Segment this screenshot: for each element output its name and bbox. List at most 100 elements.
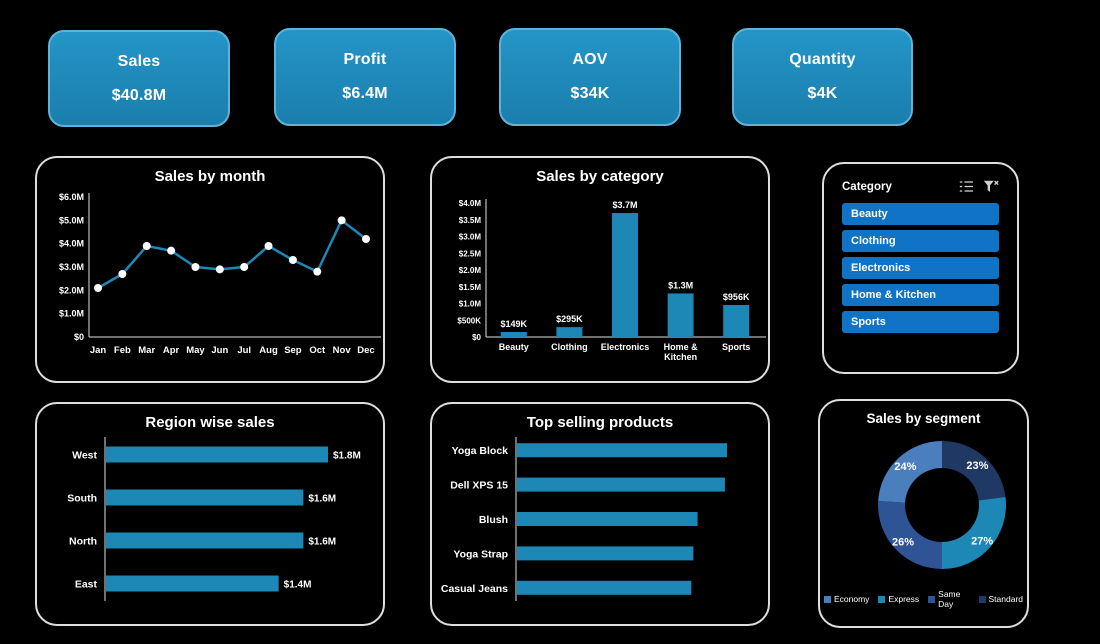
svg-text:Jul: Jul bbox=[237, 345, 251, 356]
svg-text:Sep: Sep bbox=[284, 345, 302, 356]
svg-text:West: West bbox=[72, 450, 97, 462]
slicer-item-beauty[interactable]: Beauty bbox=[842, 203, 999, 225]
svg-text:$0: $0 bbox=[74, 332, 84, 342]
svg-text:$1.0M: $1.0M bbox=[459, 300, 482, 309]
svg-text:$2.0M: $2.0M bbox=[459, 266, 482, 275]
svg-text:$3.0M: $3.0M bbox=[59, 262, 84, 272]
legend-swatch-icon bbox=[978, 595, 986, 603]
legend-item[interactable]: Express bbox=[878, 594, 919, 604]
svg-text:Jan: Jan bbox=[90, 345, 107, 356]
top-selling-products-chart[interactable]: Yoga Block Dell XPS 15 Blush Yoga Strap Casu… bbox=[436, 433, 764, 610]
svg-text:Kitchen: Kitchen bbox=[664, 352, 697, 362]
svg-text:Beauty: Beauty bbox=[499, 342, 529, 352]
svg-text:$1.6M: $1.6M bbox=[308, 494, 336, 505]
sales-by-month-card: Sales by month $0 $1.0M $2.0M $3.0M $4.0M $5.… bbox=[35, 156, 385, 383]
select-all-icon[interactable] bbox=[959, 180, 974, 193]
svg-text:$149K: $149K bbox=[501, 319, 528, 329]
sales-by-category-card: Sales by category $0 $500K $1.0M $1.5M $2.0M… bbox=[430, 156, 770, 383]
slicer-item-electronics[interactable]: Electronics bbox=[842, 257, 999, 279]
sales-by-segment-title: Sales by segment bbox=[866, 411, 981, 426]
legend-swatch-icon bbox=[928, 595, 936, 603]
svg-text:Yoga Block: Yoga Block bbox=[452, 445, 509, 457]
svg-text:27%: 27% bbox=[971, 535, 993, 547]
sales-by-month-chart[interactable]: $0 $1.0M $2.0M $3.0M $4.0M $5.0M $6.0M Jan Feb Ma… bbox=[41, 187, 381, 378]
svg-text:$2.0M: $2.0M bbox=[59, 285, 84, 295]
region-wise-sales-chart[interactable]: West $1.8M South $1.6M North $1.6M East $1.4M bbox=[41, 433, 379, 610]
sales-by-category-chart[interactable]: $0 $500K $1.0M $1.5M $2.0M $2.5M $3.0M $3.5M $4.… bbox=[436, 187, 766, 380]
svg-text:$4.0M: $4.0M bbox=[459, 199, 482, 208]
svg-text:Home &: Home & bbox=[664, 342, 699, 352]
legend-label: Economy bbox=[834, 594, 870, 604]
region-wise-sales-title: Region wise sales bbox=[145, 414, 275, 431]
svg-text:South: South bbox=[67, 493, 97, 505]
legend-item[interactable]: Standard bbox=[978, 594, 1024, 604]
legend-label: Standard bbox=[988, 594, 1024, 604]
svg-text:May: May bbox=[186, 345, 205, 356]
kpi-label-quantity: Quantity bbox=[789, 51, 856, 68]
kpi-card-aov: AOV $34K bbox=[499, 28, 681, 126]
slicer-header: Category bbox=[828, 174, 1013, 203]
slicer-icons bbox=[959, 180, 999, 193]
legend-label: Same Day bbox=[938, 589, 961, 609]
kpi-card-quantity: Quantity $4K bbox=[732, 28, 913, 126]
svg-text:$1.5M: $1.5M bbox=[459, 283, 482, 292]
svg-text:$1.8M: $1.8M bbox=[333, 451, 361, 462]
svg-text:$500K: $500K bbox=[457, 316, 481, 325]
svg-text:Sports: Sports bbox=[722, 342, 751, 352]
svg-text:$3.5M: $3.5M bbox=[459, 216, 482, 225]
svg-text:26%: 26% bbox=[892, 537, 914, 549]
svg-text:Dec: Dec bbox=[357, 345, 374, 356]
svg-text:$4.0M: $4.0M bbox=[59, 239, 84, 249]
kpi-value-sales: $40.8M bbox=[111, 86, 167, 104]
svg-text:Oct: Oct bbox=[309, 345, 326, 356]
svg-text:$1.3M: $1.3M bbox=[668, 280, 693, 290]
slicer-item-home-kitchen[interactable]: Home & Kitchen bbox=[842, 284, 999, 306]
svg-text:24%: 24% bbox=[894, 461, 916, 473]
svg-text:Casual Jeans: Casual Jeans bbox=[441, 583, 508, 595]
svg-text:East: East bbox=[75, 579, 98, 591]
segment-legend: Economy Express Same Day Standard bbox=[824, 589, 1023, 609]
kpi-value-profit: $6.4M bbox=[342, 85, 388, 102]
region-wise-sales-card: Region wise sales West $1.8M South $1.6M Nor… bbox=[35, 402, 385, 626]
svg-text:$2.5M: $2.5M bbox=[459, 249, 482, 258]
svg-text:$1.6M: $1.6M bbox=[308, 537, 336, 548]
svg-text:Apr: Apr bbox=[163, 345, 180, 356]
kpi-label-profit: Profit bbox=[343, 51, 387, 68]
svg-text:23%: 23% bbox=[966, 460, 988, 472]
svg-text:Blush: Blush bbox=[479, 514, 508, 526]
sales-by-month-title: Sales by month bbox=[154, 168, 266, 185]
svg-text:$5.0M: $5.0M bbox=[59, 215, 84, 225]
legend-item[interactable]: Economy bbox=[824, 594, 869, 604]
kpi-label-aov: AOV bbox=[572, 51, 608, 68]
svg-text:Clothing: Clothing bbox=[551, 342, 588, 352]
svg-text:Dell XPS 15: Dell XPS 15 bbox=[450, 480, 508, 492]
svg-text:$3.7M: $3.7M bbox=[612, 200, 637, 210]
kpi-value-aov: $34K bbox=[570, 85, 610, 102]
svg-text:Yoga Strap: Yoga Strap bbox=[453, 548, 508, 560]
svg-text:Aug: Aug bbox=[259, 345, 278, 356]
svg-text:Jun: Jun bbox=[211, 345, 228, 356]
sales-by-category-title: Sales by category bbox=[536, 168, 664, 185]
svg-text:$0: $0 bbox=[472, 333, 481, 342]
svg-text:$1.4M: $1.4M bbox=[284, 580, 312, 591]
svg-text:Nov: Nov bbox=[333, 345, 352, 356]
svg-text:$6.0M: $6.0M bbox=[59, 192, 84, 202]
legend-item[interactable]: Same Day bbox=[928, 589, 969, 609]
sales-by-segment-chart[interactable]: 23% 27% 26% 24% bbox=[824, 428, 1023, 587]
svg-text:Mar: Mar bbox=[138, 345, 155, 356]
kpi-card-profit: Profit $6.4M bbox=[274, 28, 456, 126]
slicer-item-clothing[interactable]: Clothing bbox=[842, 230, 999, 252]
sales-by-segment-card: Sales by segment 23% 27% 26% 24% Economy Exp… bbox=[818, 399, 1029, 628]
legend-swatch-icon bbox=[824, 595, 831, 603]
category-slicer-card: Category bbox=[822, 162, 1019, 374]
kpi-value-quantity: $4K bbox=[807, 85, 838, 102]
legend-swatch-icon bbox=[878, 595, 886, 603]
slicer-title: Category bbox=[842, 180, 892, 193]
svg-text:North: North bbox=[69, 536, 97, 548]
svg-text:$295K: $295K bbox=[556, 314, 583, 324]
clear-filter-icon[interactable] bbox=[983, 180, 999, 193]
svg-text:Feb: Feb bbox=[114, 345, 131, 356]
kpi-card-sales: Sales $40.8M bbox=[48, 30, 230, 127]
slicer-item-sports[interactable]: Sports bbox=[842, 311, 999, 333]
top-selling-products-title: Top selling products bbox=[526, 414, 674, 431]
